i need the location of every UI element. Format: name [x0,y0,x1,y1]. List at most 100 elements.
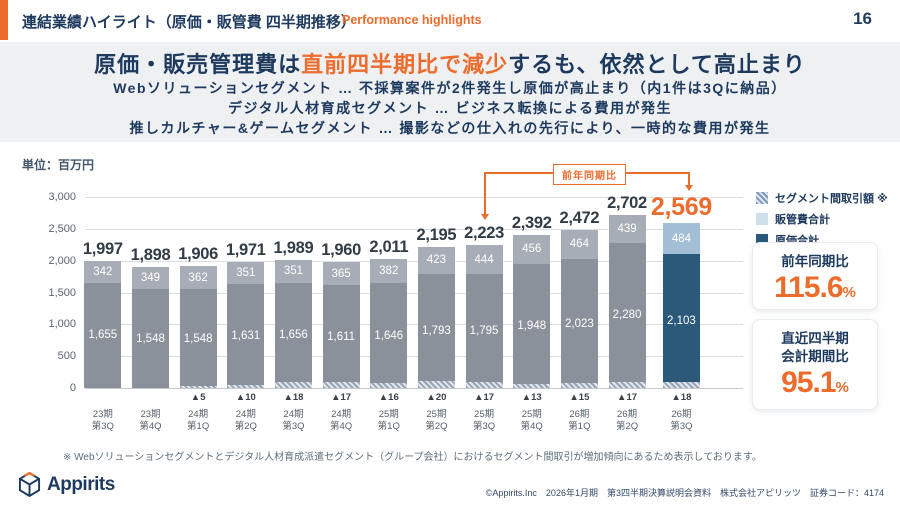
cost-segment: 1,646 [370,283,408,388]
stacked-bar: 362 1,548 [179,266,217,388]
intersegment-hatch [322,382,360,388]
gridline [85,356,743,358]
sga-segment: 444 [465,245,503,274]
bar-total-label: 1,906 [178,245,219,264]
sga-segment: 349 [131,267,169,290]
annotation-arrow-right [685,185,693,191]
appirits-cube-icon [18,472,41,497]
bar-column-9: 2,223 444 1,795 ▲17 25期 第3Q [460,197,508,433]
y-tick-label: 0 [69,382,76,394]
bar-column-4: 1,971 351 1,631 ▲10 24期 第2Q [222,197,270,433]
cost-segment: 1,795 [465,273,503,388]
annotation-bracket-left [484,172,486,214]
bar-column-7: 2,011 382 1,646 ▲16 25期 第1Q [365,197,413,433]
intersegment-label: ▲10 [235,392,256,403]
headline-pre: 原価・販売管理費は [94,52,302,77]
x-axis-label: 26期 第2Q [615,409,639,432]
cost-segment: 1,548 [131,289,169,388]
x-axis-label: 26期 第3Q [670,409,693,432]
gridlines [85,197,743,389]
kpi-value: 115.6% [753,271,877,310]
y-tick-label: 1,000 [48,318,76,331]
intersegment-label: ▲17 [474,392,495,403]
highlight-line-4: 推しカルチャー&ゲームセグメント … 撮影などの仕入れの先行により、一時的な費用… [129,120,771,136]
footer-logo-text: Appirits [47,473,115,495]
bar-column-2: 1,898 349 1,548 23期 第4Q [127,197,175,433]
stacked-bar: 351 1,656 [274,260,312,388]
intersegment-label: ▲17 [617,392,638,403]
intersegment-hatch [513,384,551,388]
x-axis-label: 23期 第4Q [139,409,162,432]
bar-column-10: 2,392 456 1,948 ▲13 25期 第4Q [508,197,556,433]
intersegment-hatch [274,382,312,388]
header: 連結業績ハイライト（原価・販管費 四半期推移） Performance high… [0,0,900,40]
bar-column-11: 2,472 464 2,023 ▲15 26期 第1Q [556,197,604,433]
headline-emphasis: 直前四半期比で減少 [301,52,509,77]
kpi-unit: % [842,284,856,301]
highlight-band: 原価・販売管理費は直前四半期比で減少するも、依然として高止まり Webソリューシ… [0,42,900,142]
kpi-card-yoy: 前年同期比 115.6% [752,242,878,310]
stacked-bar: 444 1,795 [465,245,503,388]
bars-row: 1,997 342 1,655 23期 第3Q 1,898 349 1,548 23期 第4Q 1,… [79,193,712,433]
cost-segment: 2,023 [560,259,598,388]
stacked-bar: 423 1,793 [417,246,455,388]
footer-copyright: ©Appirits.Inc 2026年1月期 第3四半期決算説明会資料 株式会社… [485,488,884,498]
bar-column-3: 1,906 362 1,548 ▲5 24期 第1Q [174,197,222,433]
intersegment-label: ▲16 [378,392,399,403]
bar-column-6: 1,960 365 1,611 ▲17 24期 第4Q [317,197,365,433]
y-tick-label: 500 [57,350,76,363]
x-axis-label: 25期 第1Q [377,409,400,432]
sga-segment: 484 [662,223,700,255]
sga-segment: 365 [322,262,360,286]
x-axis-label: 25期 第3Q [472,409,496,432]
intersegment-hatch [465,382,503,388]
kpi-card-qoq: 直近四半期 会計期間比 95.1% [752,319,878,410]
slide-title: 連結業績ハイライト（原価・販管費 四半期推移） [22,14,356,31]
slide-subtitle-en: Performance highlights [342,13,482,27]
intersegment-hatch [417,381,455,388]
intersegment-hatch [179,386,217,388]
sga-segment: 382 [370,258,408,284]
cost-segment: 1,793 [417,273,455,388]
kpi-number: 95.1 [781,366,836,399]
bar-total-label: 2,223 [464,224,504,243]
cost-segment: 1,631 [227,284,265,388]
sga-segment: 439 [608,214,646,243]
stacked-bar: 484 2,103 [662,223,700,388]
stacked-bar: 456 1,948 [513,234,551,388]
stacked-bar: 439 2,280 [608,214,646,388]
x-axis-label: 24期 第1Q [187,409,210,432]
y-axis-labels: 0 500 1,000 1,500 2,000 2,500 3,000 [18,191,76,394]
bar-total-label: 2,011 [369,237,409,256]
kpi-label: 直近四半期 [781,331,849,346]
intersegment-hatch [560,383,598,388]
x-axis-label: 25期 第2Q [425,409,448,432]
kpi-value: 95.1% [753,366,877,405]
bar-total-label: 2,392 [511,213,552,232]
unit-label: 単位：百万円 [22,158,95,172]
intersegment-hatch [608,382,646,388]
intersegment-label: ▲18 [283,392,304,403]
kpi-label: 前年同期比 [781,254,849,269]
y-tick-label: 1,500 [48,286,76,299]
intersegment-hatch [227,385,265,388]
kpi-label-2: 会計期間比 [781,349,849,364]
bar-total-label: 1,898 [130,246,171,265]
intersegment-label: ▲13 [521,392,542,403]
intersegment-label: ▲5 [190,392,206,403]
annotation-arrow-left [481,214,489,220]
annotation-label: 前年同期比 [553,164,626,185]
y-tick-label: 2,500 [48,222,76,235]
gridline [85,228,743,230]
bar-column-5: 1,989 351 1,656 ▲18 24期 第3Q [270,197,318,433]
intersegment-label: ▲20 [426,392,447,403]
x-axis-label: 23期 第3Q [91,409,114,432]
stacked-bar: 342 1,655 [84,260,122,388]
bar-total-label: 1,997 [82,239,123,258]
gridline [85,197,743,198]
footnote: ※ Webソリューションセグメントとデジタル人材育成派遣セグメント（グループ会社… [63,452,762,463]
stacked-bar: 351 1,631 [227,261,265,388]
gridline [85,260,743,262]
cost-segment: 1,611 [322,285,360,388]
cost-segment: 1,655 [84,282,122,388]
